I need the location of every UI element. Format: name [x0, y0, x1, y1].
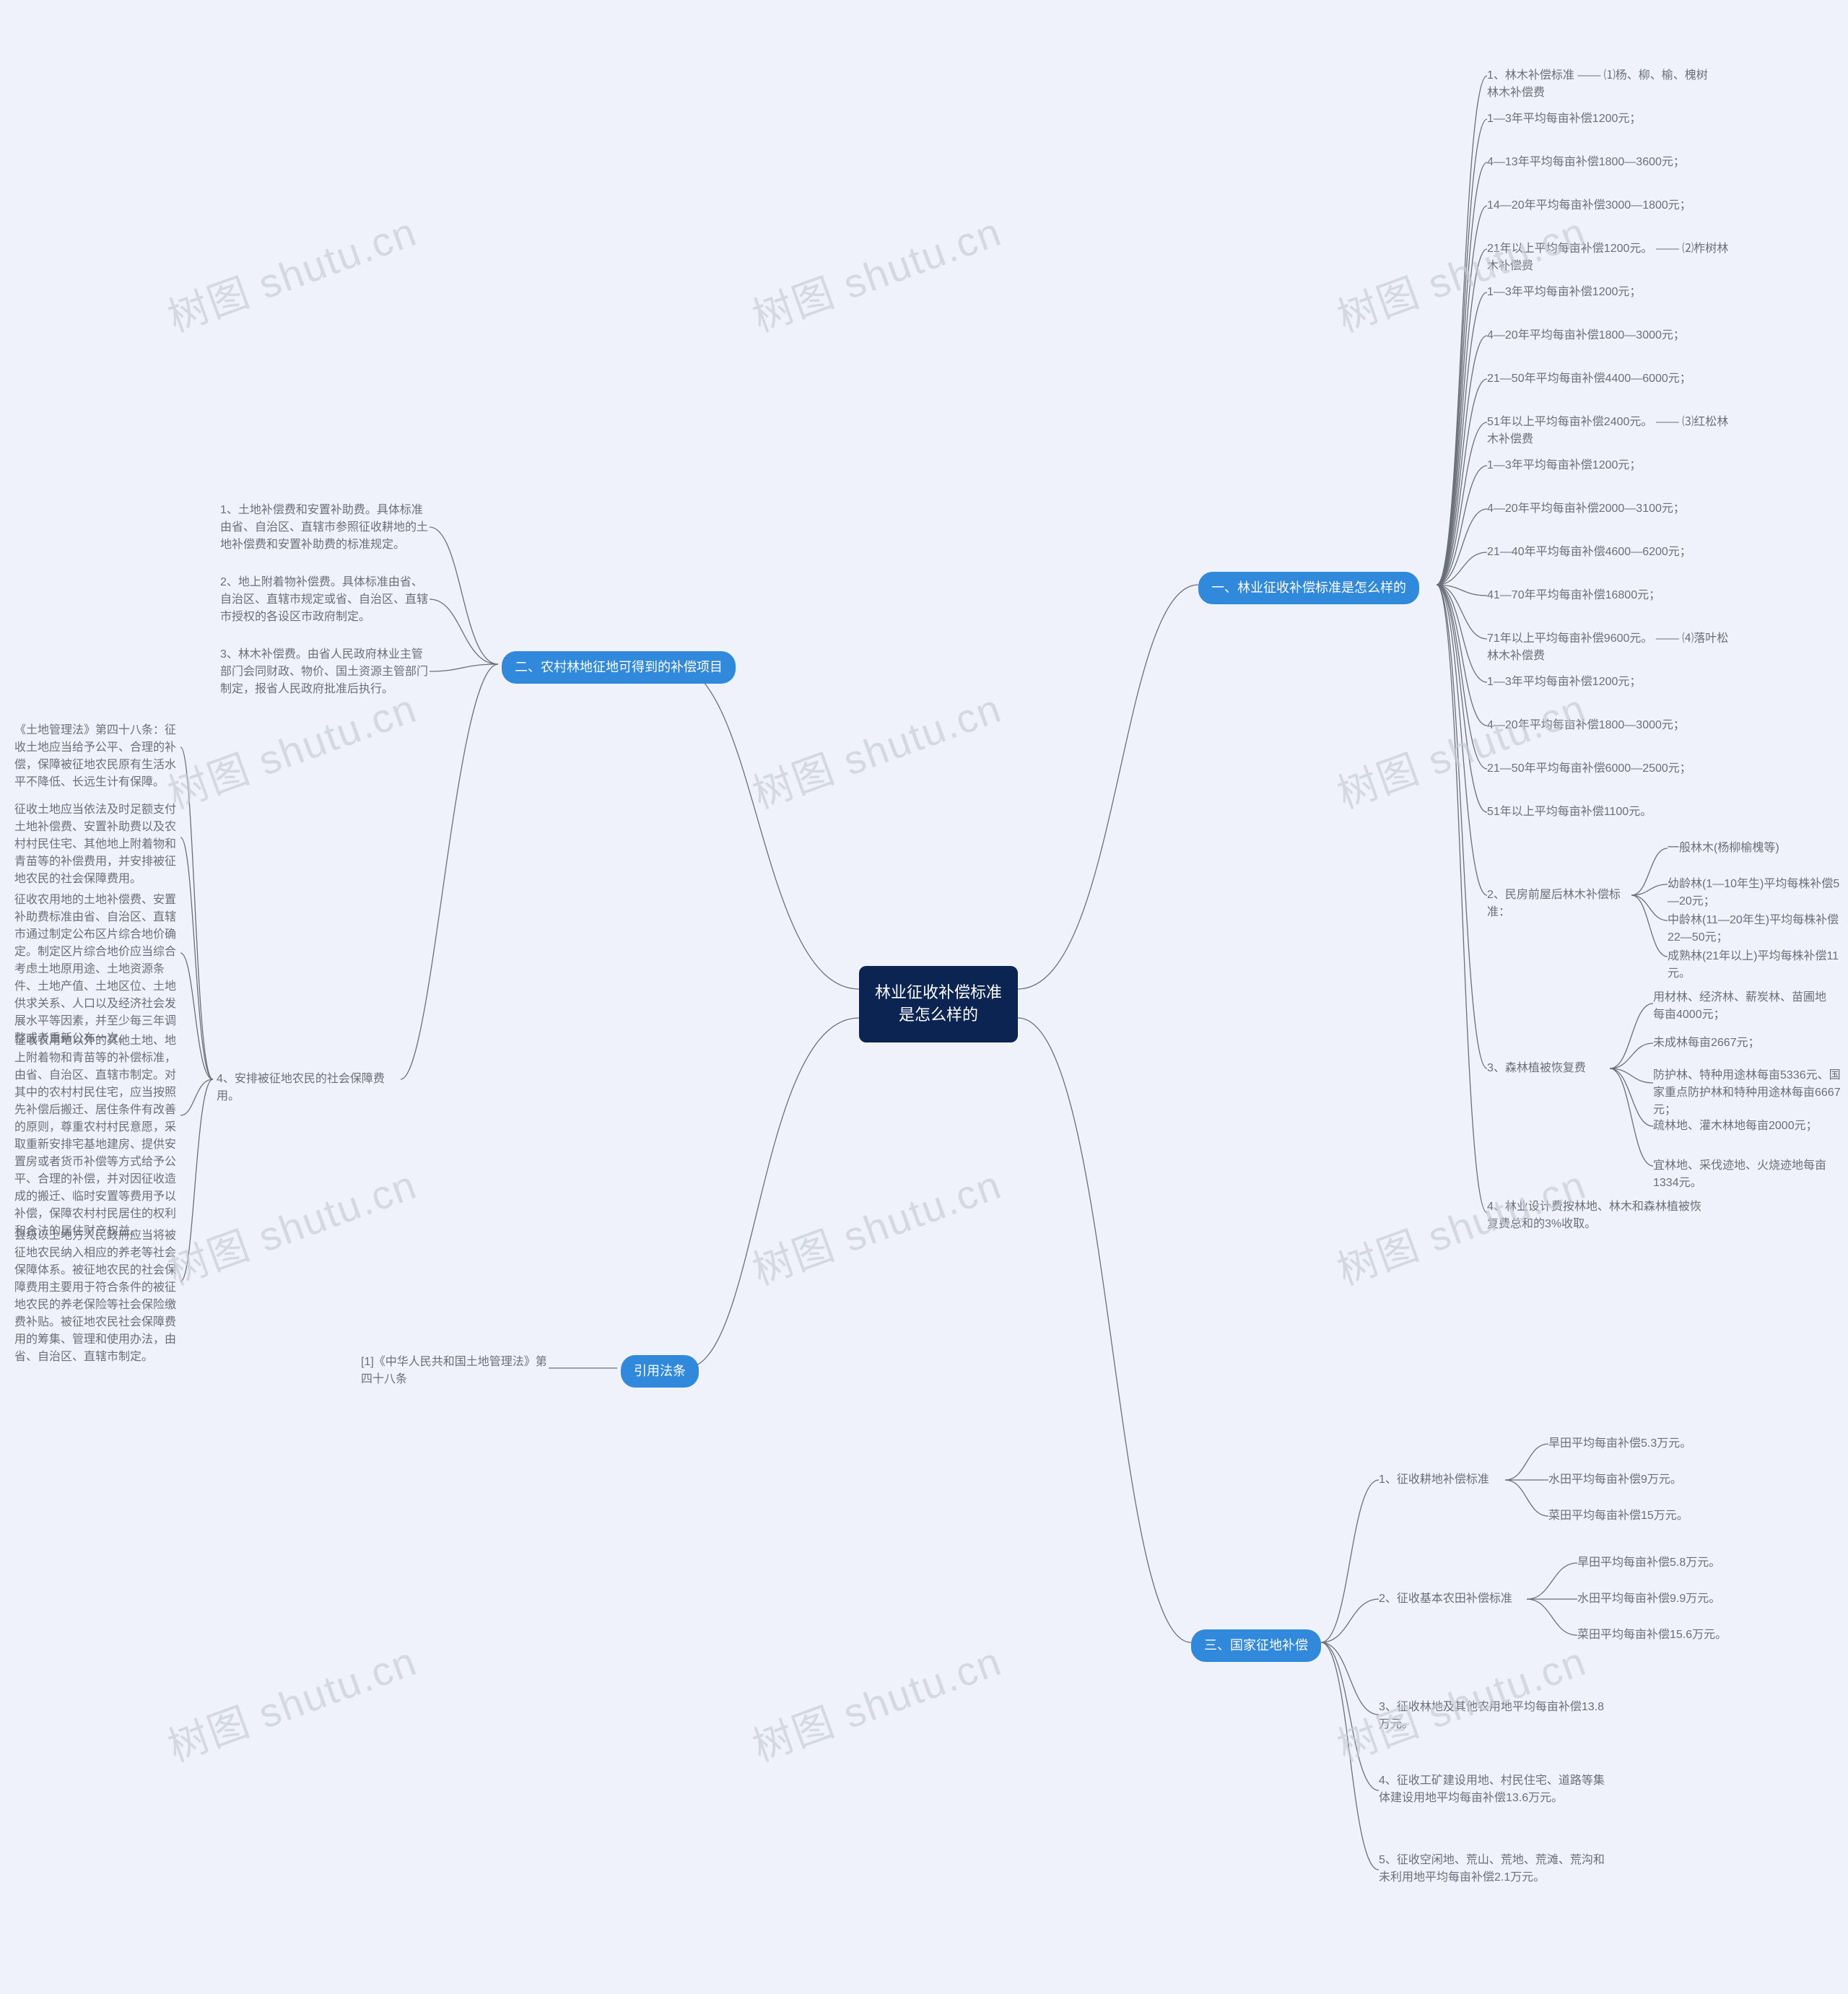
watermark: 树图 shutu.cn: [159, 1629, 424, 1773]
b2-l2[interactable]: 2、地上附着物补偿费。具体标准由省、自治区、直辖市规定或省、自治区、直辖市授权的…: [220, 574, 430, 626]
b4-l2-s3[interactable]: 菜田平均每亩补偿15.6万元。: [1577, 1627, 1727, 1644]
watermark: 树图 shutu.cn: [1328, 676, 1593, 820]
b1-l19-s3[interactable]: 中龄林(11—20年生)平均每株补偿22—50元；: [1668, 912, 1841, 946]
b1-l19[interactable]: 2、民房前屋后林木补偿标准：: [1487, 887, 1631, 921]
b1-l20-s1[interactable]: 用材林、经济林、薪炭林、苗圃地每亩4000元；: [1653, 989, 1834, 1024]
b2-l3[interactable]: 3、林木补偿费。由省人民政府林业主管部门会同财政、物价、国土资源主管部门制定，报…: [220, 646, 430, 698]
b1-l17[interactable]: 21—50年平均每亩补偿6000—2500元；: [1487, 760, 1691, 778]
b1-l11[interactable]: 4—20年平均每亩补偿2000—3100元；: [1487, 500, 1685, 518]
b1-l13[interactable]: 41—70年平均每亩补偿16800元；: [1487, 587, 1660, 604]
b2-l1[interactable]: 1、土地补偿费和安置补助费。具体标准由省、自治区、直辖市参照征收耕地的土地补偿费…: [220, 502, 430, 554]
b1-l19-s1[interactable]: 一般林木(杨柳榆槐等): [1668, 840, 1779, 857]
branch-4-label: 三、国家征地补偿: [1204, 1638, 1308, 1653]
branch-4[interactable]: 三、国家征地补偿: [1191, 1629, 1321, 1662]
b4-l2-s2[interactable]: 水田平均每亩补偿9.9万元。: [1577, 1590, 1720, 1608]
b1-l6[interactable]: 1—3年平均每亩补偿1200元；: [1487, 284, 1641, 301]
b1-l10[interactable]: 1—3年平均每亩补偿1200元；: [1487, 457, 1641, 474]
b2-l4[interactable]: 4、安排被征地农民的社会保障费用。: [217, 1071, 404, 1105]
b1-l16[interactable]: 4—20年平均每亩补偿1800—3000元；: [1487, 717, 1685, 734]
b1-l20-s2[interactable]: 未成林每亩2667元；: [1653, 1035, 1760, 1052]
b1-l15[interactable]: 1—3年平均每亩补偿1200元；: [1487, 674, 1641, 691]
b4-l3[interactable]: 3、征收林地及其他农用地平均每亩补偿13.8万元。: [1379, 1699, 1610, 1733]
watermark: 树图 shutu.cn: [744, 1152, 1008, 1297]
b2-l4-s4[interactable]: 征收农用地以外的其他土地、地上附着物和青苗等的补偿标准，由省、自治区、直辖市制定…: [14, 1032, 180, 1240]
watermark: 树图 shutu.cn: [744, 1629, 1008, 1773]
b1-l1[interactable]: 1、林木补偿标准 —— ⑴杨、柳、榆、槐树林木补偿费: [1487, 67, 1718, 102]
b1-l20-s3[interactable]: 防护林、特种用途林每亩5336元、国家重点防护林和特种用途林每亩6667元；: [1653, 1067, 1841, 1119]
b1-l8[interactable]: 21—50年平均每亩补偿4400—6000元；: [1487, 370, 1691, 388]
branch-3-label: 引用法条: [634, 1364, 686, 1378]
b4-l1[interactable]: 1、征收耕地补偿标准: [1379, 1471, 1489, 1489]
b1-l21[interactable]: 4、林业设计费按林地、林木和森林植被恢复费总和的3%收取。: [1487, 1198, 1711, 1233]
b4-l2[interactable]: 2、征收基本农田补偿标准: [1379, 1590, 1512, 1608]
b4-l1-s2[interactable]: 水田平均每亩补偿9万元。: [1548, 1471, 1682, 1489]
b1-l2[interactable]: 1—3年平均每亩补偿1200元；: [1487, 110, 1641, 128]
b1-l12[interactable]: 21—40年平均每亩补偿4600—6200元；: [1487, 544, 1691, 561]
b2-l4-s5[interactable]: 县级以上地方人民政府应当将被征地农民纳入相应的养老等社会保障体系。被征地农民的社…: [14, 1227, 180, 1366]
b1-l3[interactable]: 4—13年平均每亩补偿1800—3600元；: [1487, 154, 1685, 171]
branch-2[interactable]: 二、农村林地征地可得到的补偿项目: [502, 651, 736, 684]
b3-l1[interactable]: [1]《中华人民共和国土地管理法》第四十八条: [361, 1354, 549, 1388]
b2-l4-s3[interactable]: 征收农用地的土地补偿费、安置补助费标准由省、自治区、直辖市通过制定公布区片综合地…: [14, 892, 180, 1048]
b1-l19-s2[interactable]: 幼龄林(1—10年生)平均每株补偿5—20元；: [1668, 876, 1841, 910]
branch-3[interactable]: 引用法条: [621, 1355, 699, 1388]
root-node[interactable]: 林业征收补偿标准是怎么样的: [859, 966, 1018, 1042]
b2-l4-s2[interactable]: 征收土地应当依法及时足额支付土地补偿费、安置补助费以及农村村民住宅、其他地上附着…: [14, 801, 180, 888]
b1-l20-s4[interactable]: 疏林地、灌木林地每亩2000元；: [1653, 1118, 1818, 1135]
b4-l4[interactable]: 4、征收工矿建设用地、村民住宅、道路等集体建设用地平均每亩补偿13.6万元。: [1379, 1772, 1610, 1807]
watermark: 树图 shutu.cn: [744, 199, 1008, 344]
watermark: 树图 shutu.cn: [159, 1152, 424, 1297]
b1-l14[interactable]: 71年以上平均每亩补偿9600元。 —— ⑷落叶松林木补偿费: [1487, 630, 1732, 665]
b1-l9[interactable]: 51年以上平均每亩补偿2400元。 —— ⑶红松林木补偿费: [1487, 414, 1732, 448]
b1-l5[interactable]: 21年以上平均每亩补偿1200元。 —— ⑵柞树林木补偿费: [1487, 240, 1732, 275]
b1-l7[interactable]: 4—20年平均每亩补偿1800—3000元；: [1487, 327, 1685, 344]
b4-l1-s1[interactable]: 旱田平均每亩补偿5.3万元。: [1548, 1435, 1691, 1453]
b2-l4-s1[interactable]: 《土地管理法》第四十八条：征收土地应当给予公平、合理的补偿，保障被征地农民原有生…: [14, 722, 180, 791]
branch-1-label: 一、林业征收补偿标准是怎么样的: [1211, 580, 1406, 595]
b1-l19-s4[interactable]: 成熟林(21年以上)平均每株补偿11元。: [1668, 948, 1841, 983]
branch-2-label: 二、农村林地征地可得到的补偿项目: [515, 660, 723, 674]
b1-l20[interactable]: 3、森林植被恢复费: [1487, 1060, 1586, 1077]
b4-l1-s3[interactable]: 菜田平均每亩补偿15万元。: [1548, 1507, 1688, 1525]
watermark: 树图 shutu.cn: [744, 676, 1008, 820]
root-label: 林业征收补偿标准是怎么样的: [875, 983, 1002, 1024]
b4-l2-s1[interactable]: 旱田平均每亩补偿5.8万元。: [1577, 1554, 1720, 1572]
b1-l18[interactable]: 51年以上平均每亩补偿1100元。: [1487, 804, 1652, 821]
branch-1[interactable]: 一、林业征收补偿标准是怎么样的: [1198, 572, 1419, 604]
watermark: 树图 shutu.cn: [159, 199, 424, 344]
b4-l5[interactable]: 5、征收空闲地、荒山、荒地、荒滩、荒沟和未利用地平均每亩补偿2.1万元。: [1379, 1852, 1610, 1886]
b1-l4[interactable]: 14—20年平均每亩补偿3000—1800元；: [1487, 197, 1691, 214]
b1-l20-s5[interactable]: 宜林地、采伐迹地、火烧迹地每亩1334元。: [1653, 1157, 1841, 1192]
